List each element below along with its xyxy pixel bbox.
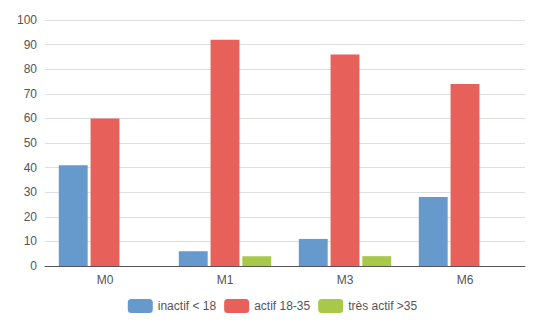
svg-text:M1: M1 [217, 273, 234, 287]
svg-text:100: 100 [17, 13, 37, 27]
svg-text:30: 30 [24, 185, 38, 199]
svg-text:80: 80 [24, 62, 38, 76]
svg-text:inactif < 18: inactif < 18 [158, 299, 217, 313]
svg-text:60: 60 [24, 111, 38, 125]
svg-text:70: 70 [24, 87, 38, 101]
svg-text:M0: M0 [97, 273, 114, 287]
svg-text:actif 18-35: actif 18-35 [254, 299, 310, 313]
svg-text:50: 50 [24, 136, 38, 150]
svg-text:90: 90 [24, 38, 38, 52]
svg-text:très actif >35: très actif >35 [348, 299, 417, 313]
svg-text:40: 40 [24, 161, 38, 175]
svg-text:0: 0 [30, 259, 37, 273]
svg-text:10: 10 [24, 234, 38, 248]
svg-text:20: 20 [24, 210, 38, 224]
svg-text:M6: M6 [457, 273, 474, 287]
svg-text:M3: M3 [337, 273, 354, 287]
